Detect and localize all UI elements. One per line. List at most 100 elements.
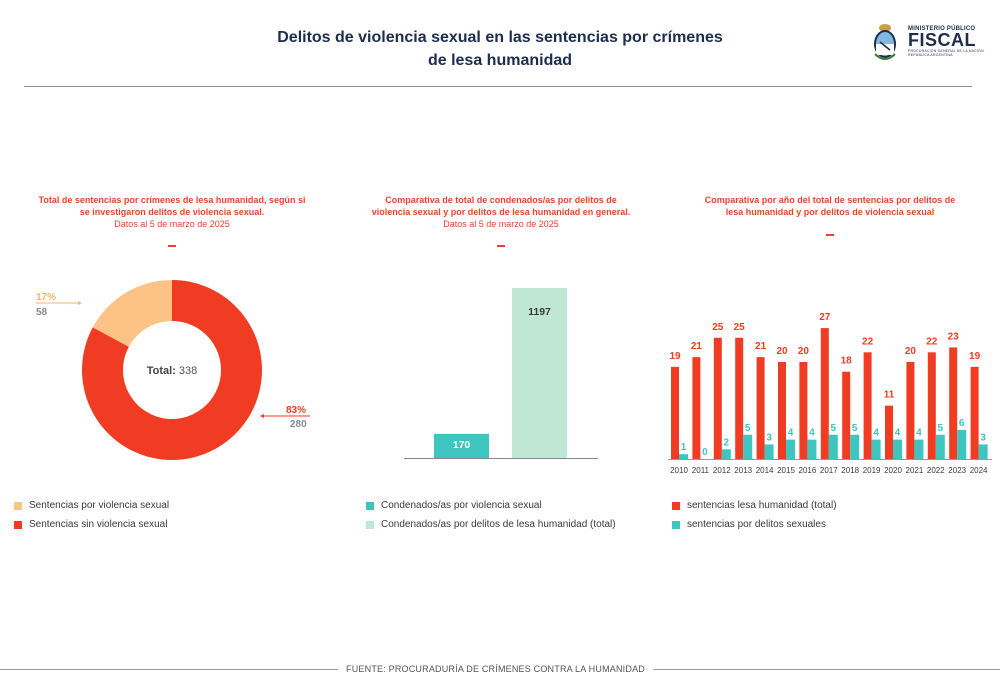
legend-label: sentencias por delitos sexuales — [687, 519, 826, 530]
bar-total-label: 20 — [798, 346, 810, 357]
legend-label: Condenados/as por delitos de lesa humani… — [381, 519, 616, 530]
bar-subtitle: Datos al 5 de marzo de 2025 — [443, 219, 559, 229]
legend-swatch-mint — [366, 520, 374, 529]
bar-sexual — [786, 439, 795, 459]
bar-total-label: 11 — [884, 390, 895, 401]
bar-sexual — [893, 439, 902, 459]
bar-total-label: 27 — [819, 312, 831, 323]
x-tick-label: 2023 — [948, 466, 966, 475]
footer-rule-right — [653, 669, 1000, 670]
donut-title-dash — [168, 245, 176, 247]
legend-item: sentencias lesa humanidad (total) — [672, 496, 837, 515]
bar-title-dash — [497, 245, 505, 247]
bar-sexual-label: 2 — [724, 437, 730, 448]
bar-total-label: 22 — [926, 336, 938, 347]
yearly-bar-chart: 1912010210201125220122552013213201420420… — [668, 312, 992, 475]
donut-subtitle: Datos al 5 de marzo de 2025 — [114, 219, 230, 229]
bar-total-label: 20 — [905, 346, 917, 357]
condenados-bar-chart: 170 1197 — [404, 288, 598, 459]
bar-total-label: 20 — [776, 346, 788, 357]
bar-legend: Condenados/as por violencia sexual Conde… — [366, 496, 616, 534]
x-tick-label: 2018 — [841, 466, 859, 475]
bar-total — [735, 337, 744, 459]
bar-total — [692, 357, 701, 459]
donut-percent-label: 83% — [286, 405, 306, 416]
bar-total — [671, 366, 679, 459]
legend-label: Sentencias por violencia sexual — [29, 500, 170, 511]
x-tick-label: 2011 — [692, 466, 710, 475]
bar-sexual — [679, 454, 688, 459]
donut-percent-label: 17% — [36, 292, 56, 303]
bar-sexual-label: 5 — [938, 423, 944, 434]
bar-total — [949, 347, 958, 459]
legend-swatch-teal — [672, 520, 680, 529]
legend-swatch-peach — [14, 501, 22, 510]
yearly-legend: sentencias lesa humanidad (total) senten… — [672, 496, 837, 534]
page-title-line1: Delitos de violencia sexual en las sente… — [277, 29, 723, 46]
donut-chart: Total: 338 17% 58 83% 280 — [36, 280, 310, 460]
bar-total — [863, 352, 872, 459]
bar-total — [906, 362, 915, 459]
bar-total-label: 18 — [841, 356, 853, 367]
bar — [434, 433, 489, 458]
x-tick-label: 2013 — [734, 466, 752, 475]
bar-total-label: 21 — [755, 341, 767, 352]
bar-value-label: 1197 — [528, 306, 551, 318]
donut-slice — [92, 280, 172, 347]
x-tick-label: 2017 — [820, 466, 838, 475]
x-tick-label: 2015 — [777, 466, 795, 475]
bar-total — [927, 352, 936, 459]
x-tick-label: 2012 — [713, 466, 731, 475]
yearly-title-line2: lesa humanidad y por delitos de violenci… — [725, 207, 935, 217]
argentina-shield-icon — [874, 24, 896, 60]
bar-comparison-title: Comparativa de total de condenados/as po… — [351, 194, 651, 230]
bar-sexual — [721, 449, 731, 459]
logo-line2: FISCAL — [908, 30, 976, 50]
bar-sexual — [764, 444, 774, 459]
bar-total — [842, 371, 851, 459]
bar-total-label: 25 — [712, 322, 724, 333]
bar-total — [756, 357, 765, 459]
bar-sexual-label: 3 — [766, 432, 772, 443]
legend-swatch-red — [672, 501, 680, 510]
bar-total — [970, 366, 979, 459]
bar-total-label: 23 — [948, 331, 960, 342]
bar-sexual-label: 4 — [809, 428, 815, 439]
yearly-title-dash — [826, 234, 834, 236]
x-tick-label: 2024 — [970, 466, 988, 475]
legend-item: Sentencias por violencia sexual — [14, 496, 169, 515]
bar-sexual — [743, 434, 753, 459]
donut-chart-title: Total de sentencias por crímenes de lesa… — [22, 194, 322, 230]
donut-callout-arrow — [78, 301, 82, 305]
legend-item: Condenados/as por violencia sexual — [366, 496, 616, 515]
bar-sexual — [807, 439, 817, 459]
bar-sexual-label: 4 — [895, 428, 901, 439]
donut-value-label: 280 — [290, 419, 307, 430]
yearly-title-line1: Comparativa por año del total de sentenc… — [704, 195, 956, 205]
yearly-chart-title: Comparativa por año del total de sentenc… — [680, 194, 980, 218]
bar-sexual-label: 5 — [745, 423, 751, 434]
donut-title-line1: Total de sentencias por crímenes de lesa… — [38, 195, 306, 205]
bar-total-label: 19 — [969, 351, 981, 362]
donut-title-line2: se investigaron delitos de violencia sex… — [79, 207, 265, 217]
x-tick-label: 2021 — [906, 466, 924, 475]
logo-line4: REPÚBLICA ARGENTINA — [908, 53, 953, 57]
bar-sexual-label: 4 — [788, 428, 794, 439]
x-tick-label: 2014 — [756, 466, 774, 475]
legend-swatch-teal — [366, 501, 374, 510]
logo-line1: MINISTERIO PÚBLICO — [908, 26, 976, 32]
bar-sexual — [850, 434, 860, 459]
bar-sexual-label: 6 — [959, 418, 965, 429]
x-tick-label: 2019 — [863, 466, 881, 475]
donut-center-total-value: 338 — [179, 365, 197, 377]
bar-sexual-label: 5 — [831, 423, 837, 434]
donut-legend: Sentencias por violencia sexual Sentenci… — [14, 496, 169, 534]
mpf-logo: MINISTERIO PÚBLICO FISCAL PROCURACIÓN GE… — [870, 20, 984, 68]
legend-item: Sentencias sin violencia sexual — [14, 515, 169, 534]
x-tick-label: 2010 — [670, 466, 688, 475]
donut-slice — [82, 280, 263, 460]
bar-sexual — [828, 434, 838, 459]
bar-sexual-label: 1 — [681, 442, 687, 453]
bar-value-label: 170 — [453, 439, 471, 451]
page-title: Delitos de violencia sexual en las sente… — [200, 26, 800, 72]
